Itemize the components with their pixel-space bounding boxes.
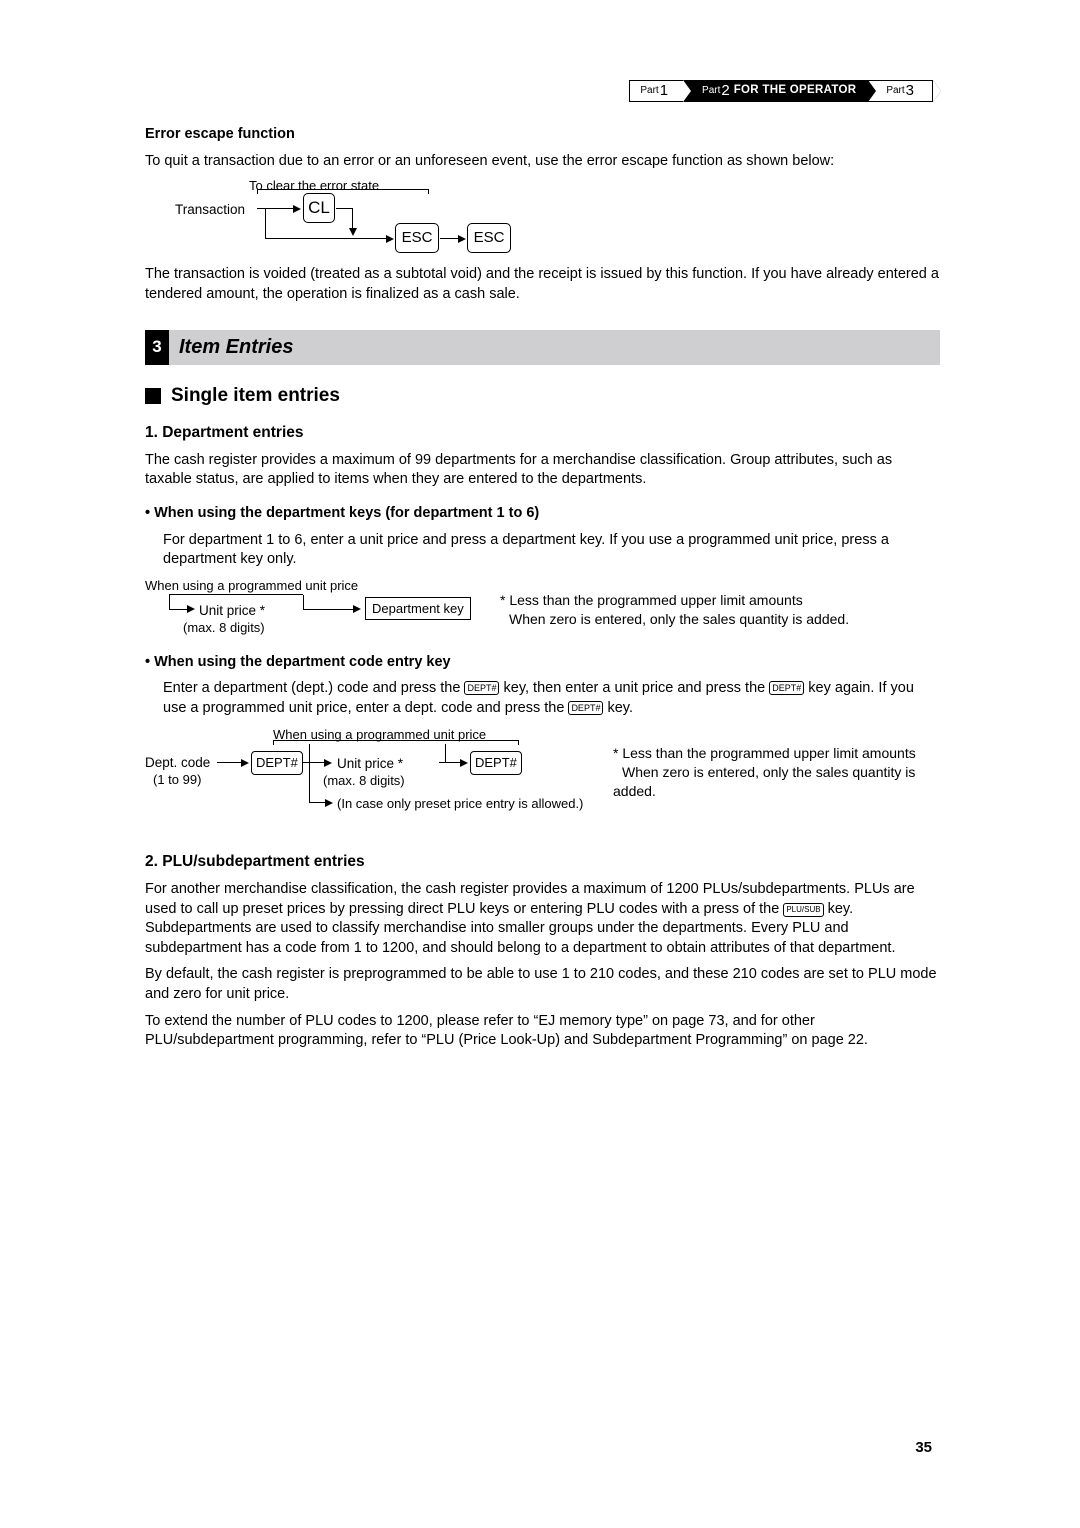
plusub-key-inline: PLU/SUB — [783, 903, 823, 917]
page-number: 35 — [915, 1438, 932, 1458]
plu-heading: 2. PLU/subdepartment entries — [145, 852, 940, 873]
d3-side2: When zero is entered, only the sales qua… — [613, 764, 915, 799]
d2-note2: When zero is entered, only the sales qua… — [500, 611, 849, 627]
tab-part2: Part 2 FOR THE OPERATOR — [684, 80, 868, 102]
d3-dept-code-range: (1 to 99) — [153, 771, 201, 789]
d2-dept-key-box: Department key — [365, 597, 471, 621]
d2-caption: When using a programmed unit price — [145, 577, 358, 595]
bullet-dept-code: When using the department code entry key — [145, 653, 940, 673]
dept-entries-p: The cash register provides a maximum of … — [145, 451, 940, 490]
cl-key: CL — [303, 193, 335, 223]
plu-p3: To extend the number of PLU codes to 120… — [145, 1012, 940, 1051]
d3-dept-key-2: DEPT# — [470, 751, 522, 775]
part-tabs: Part 1 Part 2 FOR THE OPERATOR Part 3 — [629, 80, 933, 100]
section-title: Item Entries — [169, 330, 940, 365]
tab-part3-num: 3 — [906, 81, 914, 101]
d1-caption: To clear the error state — [249, 177, 379, 195]
tab-part2-label: Part — [702, 84, 720, 98]
bullet-dept-keys: When using the department keys (for depa… — [145, 504, 940, 524]
error-escape-title: Error escape function — [145, 125, 940, 145]
d3-unit-price-note: (max. 8 digits) — [323, 772, 405, 790]
d2-side-note: * Less than the programmed upper limit a… — [500, 591, 849, 629]
d3-side1: * Less than the programmed upper limit a… — [613, 745, 916, 761]
d3-dept-code: Dept. code — [145, 754, 210, 772]
error-escape-p2: The transaction is voided (treated as a … — [145, 265, 940, 304]
bullet-dept-code-p: Enter a department (dept.) code and pres… — [163, 679, 940, 718]
dept-entries-heading: 1. Department entries — [145, 423, 940, 444]
dept-key-inline-2: DEPT# — [769, 681, 804, 695]
bullet-dept-keys-p: For department 1 to 6, enter a unit pric… — [163, 531, 940, 570]
dept-code-diagram: When using a programmed unit price Dept.… — [145, 726, 940, 826]
d2-unit-price-note: (max. 8 digits) — [183, 619, 265, 637]
square-icon — [145, 388, 161, 404]
d3-caption: When using a programmed unit price — [273, 726, 486, 744]
dept-key-inline-1: DEPT# — [464, 681, 499, 695]
section-num: 3 — [145, 330, 169, 365]
tab-part3: Part 3 — [868, 80, 933, 102]
d3-dept-key-1: DEPT# — [251, 751, 303, 775]
esc-key-2: ESC — [467, 223, 511, 253]
d1-transaction-label: Transaction — [175, 201, 245, 219]
b2a: Enter a department (dept.) code and pres… — [163, 680, 464, 696]
section-item-entries: 3 Item Entries — [145, 330, 940, 365]
plu-p1: For another merchandise classification, … — [145, 880, 940, 958]
single-item-entries-text: Single item entries — [171, 383, 340, 409]
tab-part1-label: Part — [640, 84, 658, 98]
d2-note1: * Less than the programmed upper limit a… — [500, 592, 803, 608]
dept-key-inline-3: DEPT# — [568, 701, 603, 715]
page: Part 1 Part 2 FOR THE OPERATOR Part 3 Er… — [0, 0, 1080, 1528]
dept-key-diagram: When using a programmed unit price Unit … — [145, 577, 940, 639]
plu-p2: By default, the cash register is preprog… — [145, 965, 940, 1004]
d3-preset-note: (In case only preset price entry is allo… — [337, 795, 583, 813]
tab-part1: Part 1 — [629, 80, 684, 102]
b2b: key, then enter a unit price and press t… — [499, 680, 769, 696]
b2d: key. — [603, 700, 633, 716]
single-item-entries-heading: Single item entries — [145, 383, 940, 409]
d3-unit-price: Unit price * — [337, 755, 403, 773]
error-escape-p1: To quit a transaction due to an error or… — [145, 152, 940, 172]
d2-unit-price: Unit price * — [199, 602, 265, 620]
d3-side-note: * Less than the programmed upper limit a… — [613, 744, 933, 801]
tab-part2-text: FOR THE OPERATOR — [734, 83, 857, 99]
tab-part1-num: 1 — [660, 81, 668, 101]
esc-key-1: ESC — [395, 223, 439, 253]
error-escape-diagram: To clear the error state Transaction CL … — [159, 179, 940, 249]
tab-part3-label: Part — [886, 84, 904, 98]
tab-part2-num: 2 — [721, 81, 729, 101]
